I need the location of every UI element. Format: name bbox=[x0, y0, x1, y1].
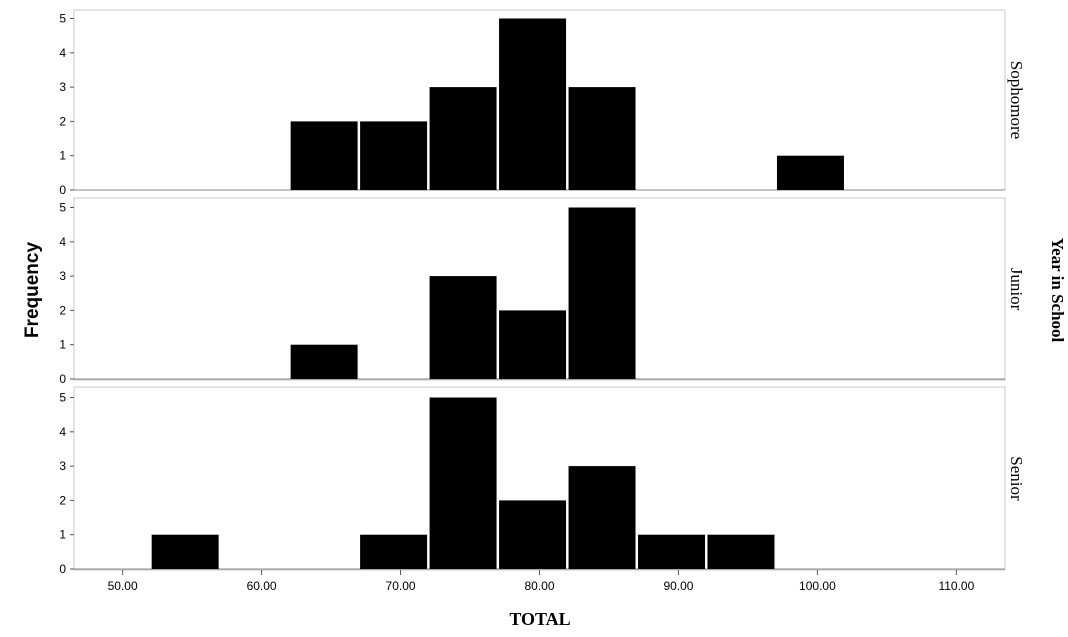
x-tick-label: 70.00 bbox=[386, 579, 416, 593]
y-tick-label: 5 bbox=[59, 12, 66, 26]
x-tick-label: 80.00 bbox=[524, 579, 554, 593]
facet-label-junior: Junior bbox=[1007, 268, 1026, 311]
bar-junior-82 bbox=[568, 207, 636, 379]
y-tick-label: 0 bbox=[59, 183, 66, 197]
x-axis: 50.00 60.00 70.00 80.00 90.00 100.00 110.00 bbox=[108, 570, 975, 593]
bar-senior-77 bbox=[499, 500, 567, 569]
bar-junior-72 bbox=[429, 276, 497, 379]
bar-senior-87 bbox=[638, 534, 705, 569]
y-tick-label: 2 bbox=[59, 493, 66, 507]
bar-sophomore-77 bbox=[499, 18, 567, 190]
x-tick-label: 60.00 bbox=[247, 579, 277, 593]
bar-sophomore-67 bbox=[360, 121, 428, 190]
bar-senior-52 bbox=[151, 534, 219, 569]
y-tick-label: 0 bbox=[59, 562, 66, 576]
x-tick-label: 90.00 bbox=[663, 579, 693, 593]
y-tick-label: 5 bbox=[59, 201, 66, 215]
bar-junior-77 bbox=[499, 310, 567, 379]
y-tick-label: 1 bbox=[59, 149, 66, 163]
panel-frame bbox=[73, 197, 1006, 381]
bar-sophomore-62 bbox=[290, 121, 358, 190]
y-tick-label: 1 bbox=[59, 338, 66, 352]
bar-sophomore-72 bbox=[429, 87, 497, 190]
facet-panel-junior: 0 1 2 3 4 5 Junior bbox=[59, 197, 1026, 386]
bar-senior-92 bbox=[707, 534, 775, 569]
y-tick-label: 2 bbox=[59, 303, 66, 317]
facet-title: Year in School bbox=[1048, 238, 1067, 343]
bar-junior-62 bbox=[290, 344, 358, 379]
y-tick-label: 3 bbox=[59, 269, 66, 283]
bar-senior-82 bbox=[568, 466, 636, 569]
facet-label-sophomore: Sophomore bbox=[1007, 61, 1026, 139]
y-tick-label: 4 bbox=[59, 235, 66, 249]
y-tick-label: 3 bbox=[59, 80, 66, 94]
bar-sophomore-97 bbox=[776, 155, 844, 190]
bar-senior-72 bbox=[429, 397, 497, 569]
bar-sophomore-82 bbox=[568, 87, 636, 190]
y-tick-label: 5 bbox=[59, 391, 66, 405]
y-axis-label: Frequency bbox=[22, 242, 43, 339]
y-tick-label: 1 bbox=[59, 528, 66, 542]
y-tick-label: 0 bbox=[59, 372, 66, 386]
y-tick-label: 4 bbox=[59, 46, 66, 60]
facet-panel-sophomore: 0 1 2 3 4 5 Sophomore bbox=[59, 9, 1026, 197]
bar-senior-67 bbox=[360, 534, 428, 569]
facet-label-senior: Senior bbox=[1007, 456, 1026, 501]
x-tick-label: 110.00 bbox=[938, 579, 974, 593]
y-tick-label: 2 bbox=[59, 114, 66, 128]
y-tick-label: 4 bbox=[59, 425, 66, 439]
x-axis-label: TOTAL bbox=[509, 609, 570, 629]
x-tick-label: 50.00 bbox=[108, 579, 138, 593]
facet-panels: 0 1 2 3 4 5 Sophomore 0 1 2 3 4 5 Junior 0 1 2 3 4 5 Senior bbox=[59, 9, 1026, 576]
y-tick-label: 3 bbox=[59, 459, 66, 473]
x-tick-label: 100.00 bbox=[799, 579, 836, 593]
facet-panel-senior: 0 1 2 3 4 5 Senior bbox=[59, 386, 1026, 576]
